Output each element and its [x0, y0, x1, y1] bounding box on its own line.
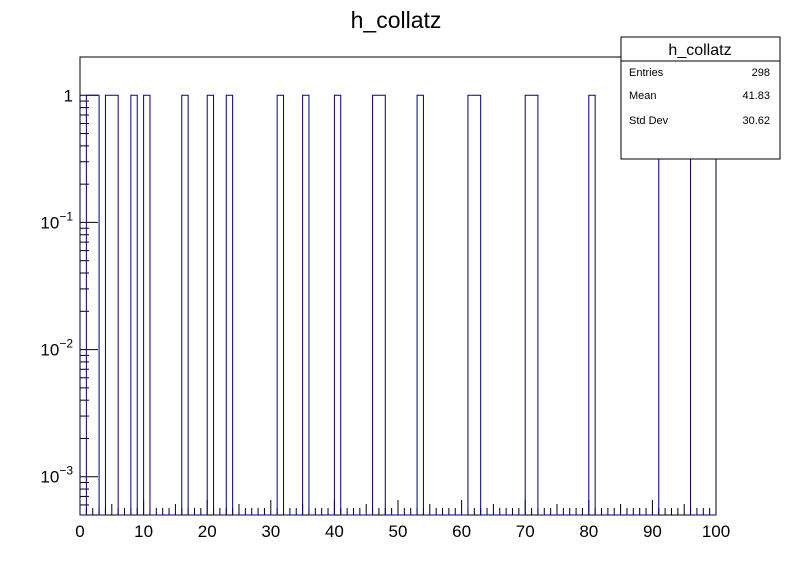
x-tick-label: 90: [643, 522, 662, 541]
x-axis: 0 10 20 30 40 50 60 70 80 90 100: [75, 500, 730, 541]
stats-stddev-value: 30.62: [742, 115, 770, 127]
histogram-bin: [373, 95, 379, 515]
y-tick-label: 10−1: [40, 209, 73, 232]
stats-entries-label: Entries: [629, 67, 664, 79]
stats-mean-value: 41.83: [742, 90, 770, 102]
x-tick-label: 40: [325, 522, 344, 541]
stats-box-frame: [620, 36, 781, 160]
stats-mean-label: Mean: [629, 90, 657, 102]
x-tick-label: 10: [134, 522, 153, 541]
y-tick-label: 10−3: [40, 464, 73, 487]
x-tick-label: 70: [516, 522, 535, 541]
y-axis: 1 10−1 10−2 10−3: [40, 56, 98, 516]
stats-entries-value: 298: [752, 67, 770, 79]
y-tick-label: 1: [64, 86, 73, 105]
histogram-bin: [277, 95, 283, 515]
histogram-bin: [589, 95, 595, 515]
histogram-bin: [379, 95, 385, 515]
x-tick-label: 100: [702, 522, 730, 541]
stats-box: h_collatz Entries 298 Mean 41.83 Std Dev…: [620, 36, 781, 160]
histogram-bin: [474, 95, 480, 515]
histogram-bin: [93, 95, 99, 515]
histogram-bin: [131, 95, 137, 515]
histogram-bin: [303, 95, 309, 515]
x-tick-label: 50: [389, 522, 408, 541]
stats-box-title: h_collatz: [668, 42, 731, 59]
histogram-bin: [182, 95, 188, 515]
histogram-bin: [334, 95, 340, 515]
histogram-bars: [80, 94, 716, 516]
stats-stddev-label: Std Dev: [629, 115, 669, 127]
y-tick-label: 10−2: [40, 337, 73, 360]
histogram-bin: [207, 95, 213, 515]
histogram-bin: [86, 95, 92, 515]
histogram-bin: [417, 95, 423, 515]
chart-title: h_collatz: [351, 7, 442, 33]
x-tick-label: 30: [261, 522, 280, 541]
histogram-bin: [144, 95, 150, 515]
histogram-outline: [80, 94, 716, 516]
histogram-bin: [532, 95, 538, 515]
histogram-bin: [226, 95, 232, 515]
histogram-bin: [112, 95, 118, 515]
x-tick-label: 0: [75, 522, 84, 541]
histogram-bin: [525, 95, 531, 515]
x-tick-label: 60: [452, 522, 471, 541]
x-tick-label: 80: [579, 522, 598, 541]
x-tick-label: 20: [198, 522, 217, 541]
histogram-bin: [468, 95, 474, 515]
histogram-bin: [105, 95, 111, 515]
